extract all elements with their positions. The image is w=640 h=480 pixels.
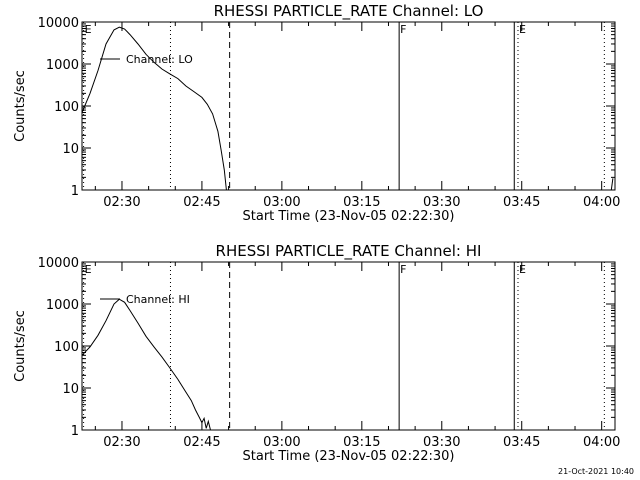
x-tick-label: 02:45: [183, 195, 220, 210]
y-tick-label: 100: [54, 340, 79, 355]
x-tick-label: 02:45: [183, 435, 220, 450]
x-tick-label: 03:30: [423, 195, 460, 210]
event-marker-label: E: [85, 263, 92, 276]
y-tick-label: 10000: [38, 16, 79, 31]
x-tick-label: 04:00: [583, 195, 620, 210]
x-tick-label: 02:30: [103, 195, 140, 210]
x-tick-label: 03:15: [343, 195, 380, 210]
series-line: [81, 298, 211, 431]
x-tick-label: 04:00: [583, 435, 620, 450]
x-tick-label: 03:00: [263, 435, 300, 450]
y-tick-label: 1: [71, 184, 79, 199]
event-marker-label: F: [400, 23, 406, 36]
x-tick-label: 03:15: [343, 435, 380, 450]
plot-frame: [81, 261, 616, 431]
legend-label: Channel: HI: [126, 293, 190, 306]
event-marker-label: E: [519, 263, 526, 276]
series-line: [610, 178, 614, 191]
event-marker-label: F: [400, 263, 406, 276]
y-tick-label: 1: [71, 424, 79, 439]
plot-frame: [81, 21, 616, 191]
y-tick-label: 10000: [38, 256, 79, 271]
y-tick-label: 1000: [46, 298, 79, 313]
chart-panel-2: RHESSI PARTICLE_RATE Channel: HI 1 10 100 10…: [13, 242, 620, 464]
event-marker-label: E: [519, 23, 526, 36]
legend-label: Channel: LO: [126, 53, 193, 66]
x-tick-label: 03:00: [263, 195, 300, 210]
event-marker-label: E: [85, 23, 92, 36]
y-tick-label: 10: [62, 382, 79, 397]
x-axis-label: Start Time (23-Nov-05 02:22:30): [243, 209, 455, 224]
x-tick-label: 02:30: [103, 435, 140, 450]
x-tick-label: 03:45: [503, 435, 540, 450]
x-tick-label: 03:45: [503, 195, 540, 210]
y-tick-label: 10: [62, 142, 79, 157]
x-tick-label: 03:30: [423, 435, 460, 450]
series-line: [81, 26, 227, 191]
chart-title: RHESSI PARTICLE_RATE Channel: HI: [216, 242, 482, 261]
y-axis-label: Counts/sec: [13, 70, 28, 142]
chart-panel-1: RHESSI PARTICLE_RATE Channel: LO 1 10 100 10…: [13, 2, 620, 224]
x-axis-label: Start Time (23-Nov-05 02:22:30): [243, 449, 455, 464]
y-tick-label: 1000: [46, 58, 79, 73]
y-axis-label: Counts/sec: [13, 310, 28, 382]
plot-timestamp: 21-Oct-2021 10:40: [558, 467, 634, 476]
y-tick-label: 100: [54, 100, 79, 115]
chart-title: RHESSI PARTICLE_RATE Channel: LO: [214, 2, 484, 21]
